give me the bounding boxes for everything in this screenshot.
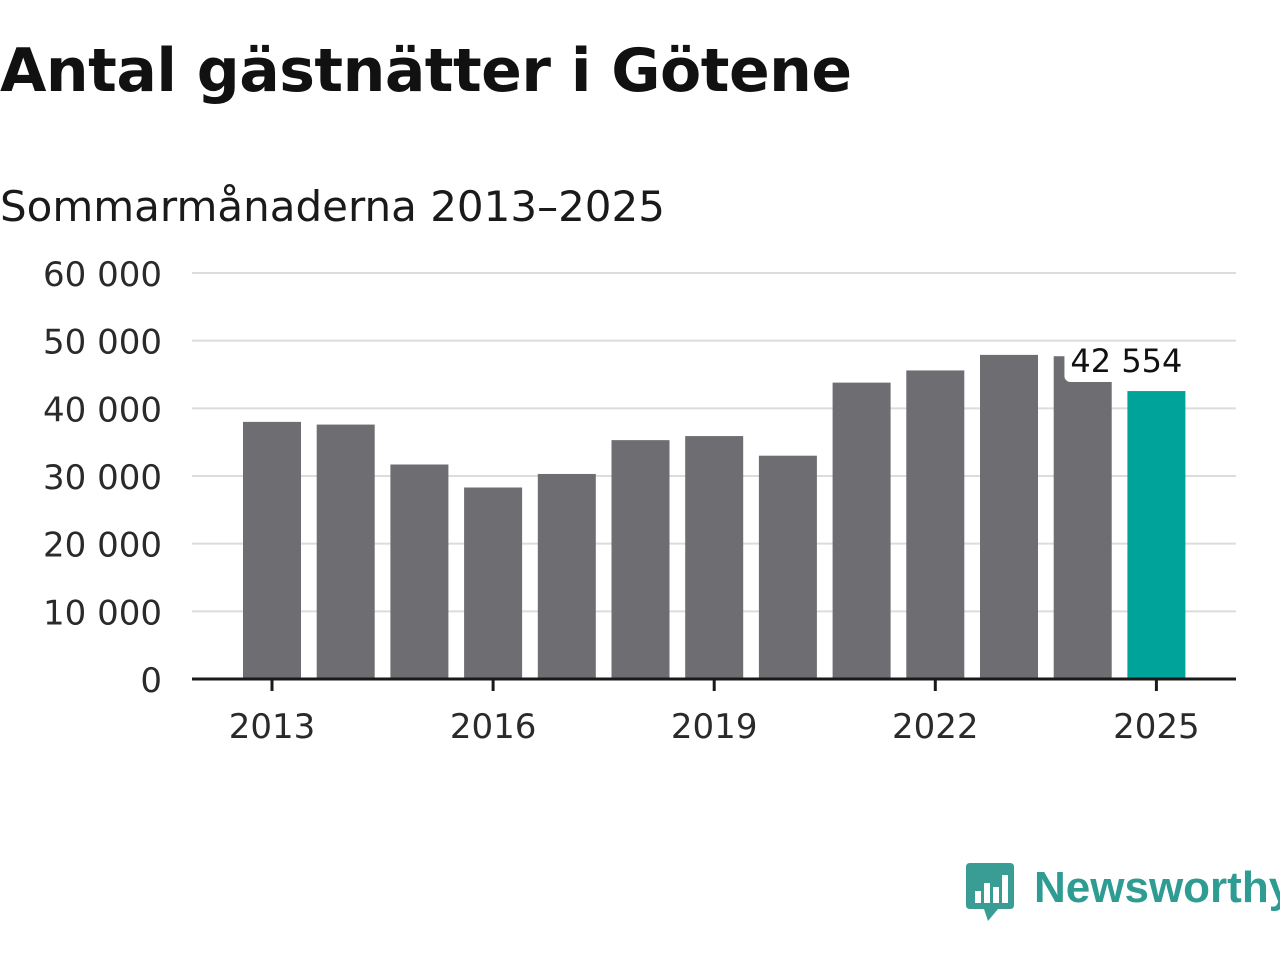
brand-logo: Newsworthy <box>964 861 1280 927</box>
x-tick-label: 2019 <box>671 707 758 747</box>
y-tick-label: 40 000 <box>43 390 162 430</box>
bar <box>316 424 375 679</box>
y-tick-label: 20 000 <box>43 526 162 566</box>
data-label-background <box>1064 342 1189 383</box>
y-tick-label: 0 <box>140 661 162 701</box>
bar-chart: 0 10 000 20 000 30 000 40 000 50 000 60 000 20… <box>43 255 1236 747</box>
x-tick-label: 2013 <box>229 707 316 747</box>
brand-name: Newsworthy <box>1034 863 1280 912</box>
data-labels: 42 554 <box>1064 342 1189 383</box>
y-tick-label: 60 000 <box>43 255 162 295</box>
bar <box>758 455 817 679</box>
newsworthy-logo-icon <box>964 861 1016 927</box>
data-label-highlight: 42 554 <box>1070 342 1182 380</box>
bar <box>390 464 449 679</box>
bar <box>980 354 1038 679</box>
y-tick-label: 10 000 <box>43 593 162 633</box>
x-tick-label: 2016 <box>450 707 537 747</box>
chart-title: Antal gästnätter i Götene <box>0 36 852 106</box>
bar <box>1053 356 1112 679</box>
y-tick-label: 50 000 <box>43 323 162 363</box>
bar <box>685 436 744 679</box>
bar <box>464 487 523 679</box>
bars <box>243 354 1186 679</box>
y-tick-label: 30 000 <box>43 458 162 498</box>
x-axis <box>192 677 1236 691</box>
bar <box>906 370 965 679</box>
x-tick-label: 2025 <box>1113 707 1200 747</box>
bar-highlight <box>1127 391 1186 679</box>
chart-subtitle: Sommarmånaderna 2013–2025 <box>0 182 665 231</box>
bar <box>243 421 301 679</box>
y-axis-tick-labels: 0 10 000 20 000 30 000 40 000 50 000 60 000 <box>43 255 162 701</box>
bar <box>611 440 670 679</box>
bar <box>832 382 891 679</box>
x-axis-tick-labels: 2013 2016 2019 2022 2025 <box>229 707 1200 747</box>
x-tick-label: 2022 <box>892 707 979 747</box>
bar <box>537 473 596 679</box>
